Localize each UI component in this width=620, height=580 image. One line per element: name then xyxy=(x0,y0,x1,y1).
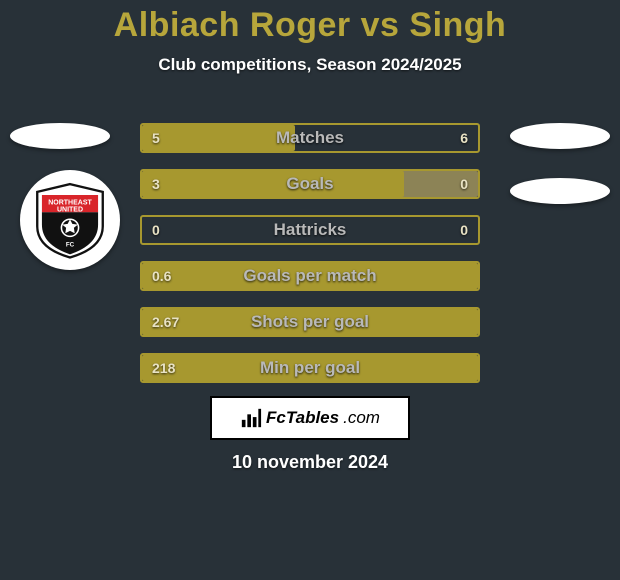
subtitle: Club competitions, Season 2024/2025 xyxy=(0,55,620,75)
stat-row: Shots per goal2.67 xyxy=(140,307,480,337)
watermark-brand: FcTables xyxy=(266,408,339,428)
stat-value-left: 0.6 xyxy=(152,261,171,291)
stat-row: Matches5 6 xyxy=(140,123,480,153)
title-left: Albiach Roger xyxy=(114,6,351,44)
watermark-suffix: .com xyxy=(343,408,380,428)
stat-label: Min per goal xyxy=(140,353,480,383)
stat-row: Min per goal218 xyxy=(140,353,480,383)
player-right-photo-placeholder xyxy=(510,123,610,149)
svg-text:NORTHEAST: NORTHEAST xyxy=(48,199,92,206)
club-left-logo: NORTHEAST UNITED FC xyxy=(20,170,120,270)
stat-label: Goals per match xyxy=(140,261,480,291)
stat-value-left: 2.67 xyxy=(152,307,179,337)
title-right: Singh xyxy=(409,6,506,44)
stat-value-left: 0 xyxy=(152,215,160,245)
stat-value-right: 0 xyxy=(460,215,468,245)
stat-row: Goals per match0.6 xyxy=(140,261,480,291)
stat-label: Shots per goal xyxy=(140,307,480,337)
stat-value-right: 0 xyxy=(460,169,468,199)
footer-date: 10 november 2024 xyxy=(0,452,620,473)
stat-label: Goals xyxy=(140,169,480,199)
club-right-logo-placeholder xyxy=(510,178,610,204)
page-title: Albiach Roger vs Singh xyxy=(0,0,620,45)
stat-row: Hattricks0 0 xyxy=(140,215,480,245)
stat-value-right: 6 xyxy=(460,123,468,153)
stat-value-left: 3 xyxy=(152,169,160,199)
stat-value-left: 5 xyxy=(152,123,160,153)
svg-text:FC: FC xyxy=(66,242,75,249)
bars-icon xyxy=(240,407,262,429)
stat-row: Goals3 0 xyxy=(140,169,480,199)
stat-label: Matches xyxy=(140,123,480,153)
title-vs: vs xyxy=(361,6,400,44)
stat-value-left: 218 xyxy=(152,353,175,383)
fctables-watermark: FcTables.com xyxy=(210,396,410,440)
stat-label: Hattricks xyxy=(140,215,480,245)
comparison-bars: Matches56Goals30Hattricks00Goals per mat… xyxy=(140,123,480,399)
player-left-photo-placeholder xyxy=(10,123,110,149)
northeast-united-logo-icon: NORTHEAST UNITED FC xyxy=(30,180,110,260)
